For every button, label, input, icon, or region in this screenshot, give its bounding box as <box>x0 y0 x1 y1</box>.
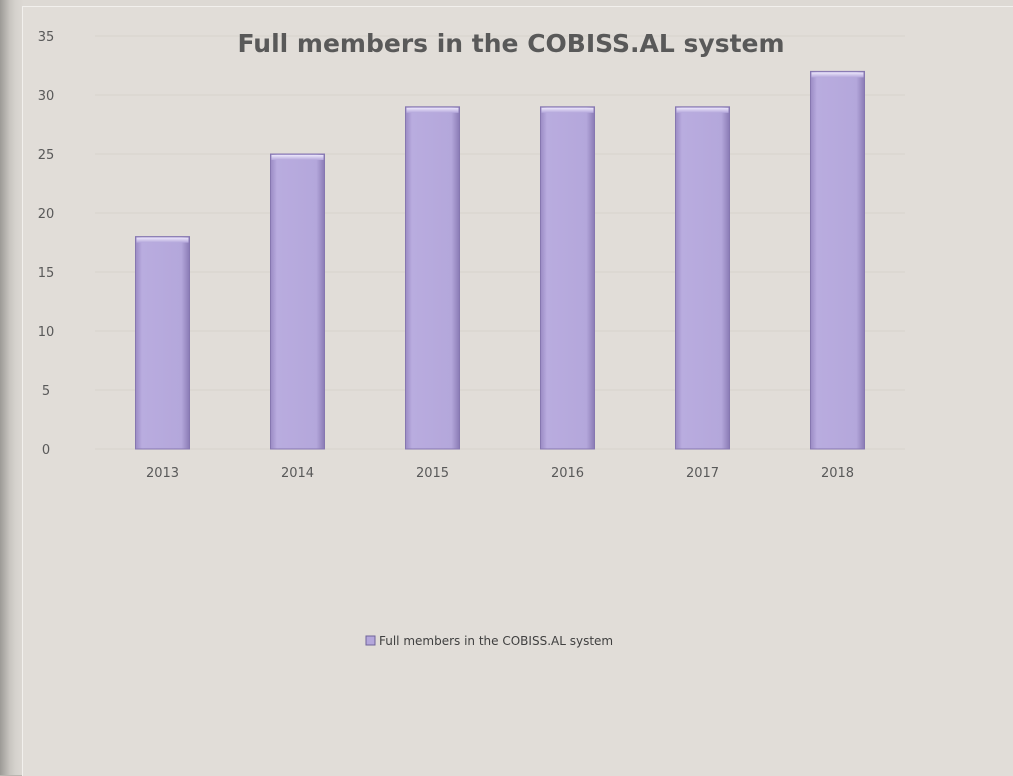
y-tick-label: 10 <box>38 325 55 340</box>
bar <box>675 106 730 450</box>
bar <box>405 106 460 450</box>
x-axis: 2013 2014 2015 2016 2017 2018 <box>146 466 854 481</box>
bar-body <box>675 106 730 450</box>
legend-swatch <box>365 635 376 646</box>
bar-highlight <box>271 155 324 160</box>
y-tick-label: 30 <box>38 89 55 104</box>
y-axis: 0 5 10 15 20 25 30 35 <box>38 30 55 458</box>
bars <box>135 70 865 450</box>
y-tick-label: 20 <box>38 207 55 222</box>
bar-body <box>810 70 865 450</box>
y-tick-label: 5 <box>42 384 50 399</box>
bar-body <box>405 106 460 450</box>
bar-highlight <box>541 107 594 113</box>
x-tick-label: 2014 <box>281 466 314 481</box>
x-tick-label: 2017 <box>686 466 719 481</box>
bar-body <box>270 153 325 450</box>
bar-highlight <box>676 107 729 113</box>
gridlines <box>95 35 905 450</box>
y-tick-label: 0 <box>42 443 50 458</box>
bar <box>135 236 190 450</box>
bar <box>810 70 865 450</box>
y-tick-label: 15 <box>38 266 55 281</box>
legend-label: Full members in the COBISS.AL system <box>379 634 613 648</box>
bar-highlight <box>406 107 459 113</box>
y-tick-label: 25 <box>38 148 55 163</box>
x-tick-label: 2018 <box>821 466 854 481</box>
bar <box>270 153 325 450</box>
chart-title: Full members in the COBISS.AL system <box>237 29 784 58</box>
bar-body <box>135 236 190 450</box>
bar-highlight <box>136 237 189 243</box>
bar-body <box>540 106 595 450</box>
y-tick-label: 35 <box>38 30 55 45</box>
x-tick-label: 2013 <box>146 466 179 481</box>
x-tick-label: 2015 <box>416 466 449 481</box>
x-tick-label: 2016 <box>551 466 584 481</box>
legend: Full members in the COBISS.AL system <box>365 634 613 648</box>
bar-highlight <box>811 72 864 78</box>
bar <box>540 106 595 450</box>
